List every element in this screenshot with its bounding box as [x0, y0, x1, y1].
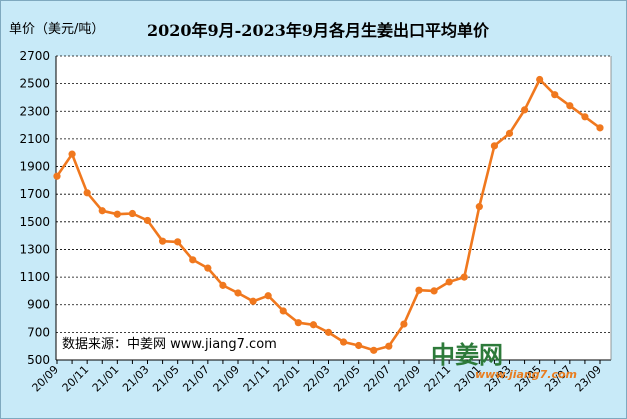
data-point-20/09 — [53, 172, 61, 180]
y-tick-1700: 1700 — [19, 187, 50, 201]
x-tick-22/07: 22/07 — [361, 363, 393, 395]
y-axis-unit-label: 单价（美元/吨） — [9, 22, 105, 37]
data-point-22/09 — [415, 286, 423, 294]
x-tick-21/09: 21/09 — [211, 363, 243, 395]
y-tick-2100: 2100 — [19, 132, 50, 146]
data-point-23/03 — [505, 129, 514, 137]
x-tick-22/03: 22/03 — [301, 363, 333, 395]
y-tick-1300: 1300 — [19, 242, 50, 256]
y-tick-2700: 2700 — [19, 49, 50, 63]
x-tick-21/01: 21/01 — [90, 363, 122, 395]
y-tick-1900: 1900 — [19, 160, 50, 174]
data-point-23/04 — [520, 106, 529, 114]
y-tick-1100: 1100 — [19, 270, 50, 284]
x-tick-22/09: 22/09 — [392, 363, 424, 395]
data-point-22/10 — [430, 287, 438, 295]
y-tick-2500: 2500 — [19, 77, 50, 91]
watermark-url: www.jiang7.com — [475, 368, 577, 381]
x-tick-22/05: 22/05 — [331, 363, 363, 395]
data-point-22/07 — [385, 342, 393, 350]
x-tick-20/11: 20/11 — [60, 363, 92, 395]
data-point-22/12 — [460, 273, 468, 281]
plot-area — [56, 56, 611, 360]
chart-title: 2020年9月-2023年9月各月生姜出口平均单价 — [147, 21, 489, 40]
data-point-22/11 — [445, 278, 453, 286]
data-point-20/12 — [98, 207, 106, 215]
data-point-21/08 — [219, 281, 227, 289]
data-point-20/11 — [83, 189, 91, 197]
data-point-22/04 — [339, 338, 348, 346]
y-tick-1500: 1500 — [19, 215, 50, 229]
data-point-21/11 — [264, 292, 272, 300]
x-tick-21/11: 21/11 — [241, 363, 273, 395]
data-point-21/12 — [279, 307, 287, 315]
data-point-23/06 — [551, 91, 559, 99]
data-point-23/08 — [581, 113, 589, 121]
x-tick-21/07: 21/07 — [180, 363, 212, 395]
data-point-21/09 — [234, 289, 242, 297]
data-point-21/04 — [158, 237, 167, 245]
data-point-22/06 — [370, 346, 378, 354]
y-tick-700: 700 — [27, 325, 50, 339]
y-tick-900: 900 — [27, 298, 50, 312]
series-line — [53, 75, 604, 354]
data-point-21/06 — [189, 256, 197, 264]
watermark-brand: 中姜网 — [431, 341, 503, 369]
watermark-logo: 中姜网 www.jiang7.com — [431, 341, 577, 381]
data-point-21/05 — [174, 238, 182, 246]
data-point-21/07 — [204, 264, 212, 272]
data-point-23/01 — [475, 203, 483, 211]
data-point-21/02 — [128, 209, 137, 218]
y-tick-labels: 500 700 900 1100 1300 1500 1700 1900 2100 2300 250… — [19, 49, 50, 367]
data-point-21/03 — [143, 216, 152, 225]
x-tick-23/09: 23/09 — [573, 363, 605, 395]
y-tick-2300: 2300 — [19, 104, 50, 118]
data-point-22/03 — [324, 328, 333, 336]
gridlines — [56, 55, 611, 333]
data-point-22/01 — [294, 319, 302, 327]
data-point-20/10 — [68, 150, 76, 158]
data-point-22/02 — [309, 321, 318, 329]
data-point-22/05 — [355, 341, 363, 350]
axes — [55, 56, 612, 364]
x-tick-20/09: 20/09 — [30, 363, 62, 395]
data-point-23/05 — [536, 75, 544, 84]
x-tick-22/01: 22/01 — [271, 363, 303, 395]
data-point-22/08 — [400, 320, 408, 328]
y-tick-500: 500 — [27, 353, 50, 367]
data-point-21/01 — [113, 210, 121, 218]
data-source-note: 数据来源：中姜网 www.jiang7.com — [62, 337, 277, 352]
data-point-23/09 — [596, 124, 604, 132]
x-tick-21/03: 21/03 — [120, 363, 152, 395]
data-point-23/07 — [566, 102, 574, 110]
data-point-23/02 — [490, 142, 499, 150]
x-tick-21/05: 21/05 — [150, 363, 182, 395]
data-point-21/10 — [249, 297, 257, 305]
